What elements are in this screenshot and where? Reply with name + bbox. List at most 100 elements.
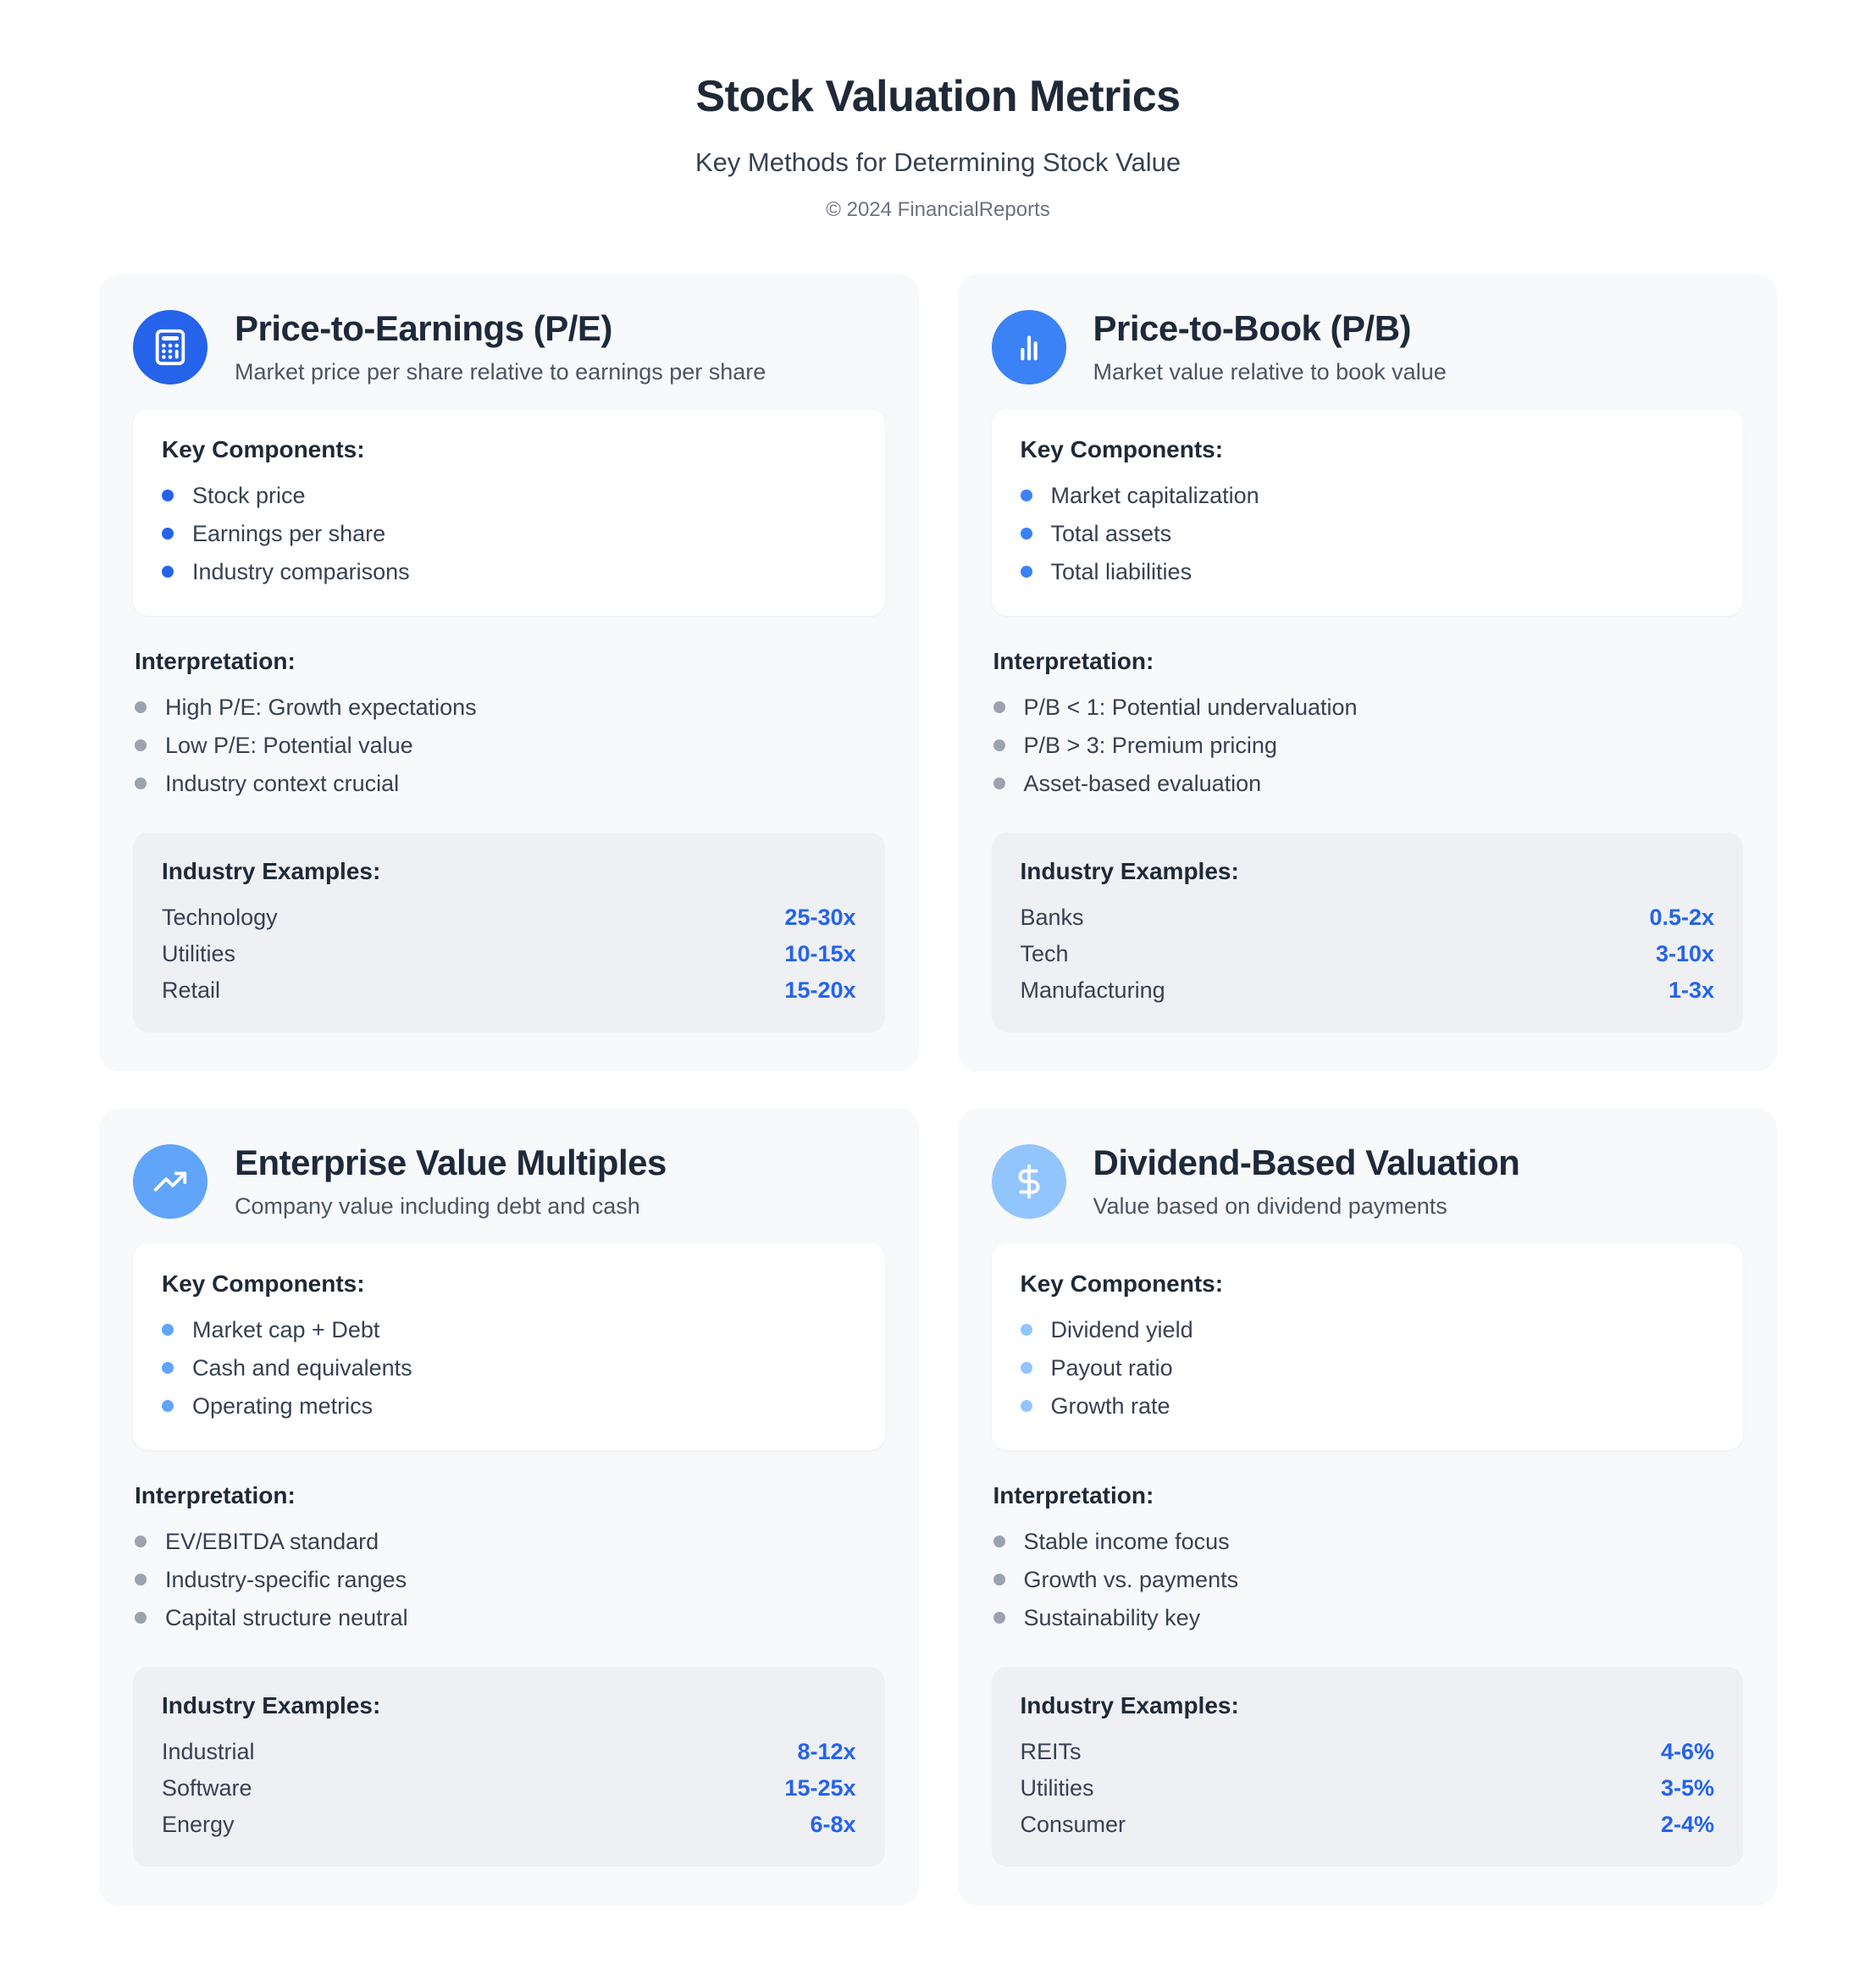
- example-value: 2-4%: [1660, 1812, 1714, 1837]
- bullet-icon: [162, 528, 174, 540]
- interpretation-section: Interpretation: EV/EBITDA standard Indus…: [135, 1482, 885, 1631]
- interpretation-section: Interpretation: High P/E: Growth expecta…: [135, 648, 885, 797]
- list-item-label: Sustainability key: [1023, 1605, 1201, 1630]
- list-item-label: Operating metrics: [192, 1393, 374, 1419]
- bullet-icon: [1020, 528, 1032, 540]
- card-header: Price-to-Book (P/B) Market value relativ…: [991, 308, 1744, 385]
- card-subtitle: Value based on dividend payments: [1093, 1193, 1447, 1219]
- list-item: Industry context crucial: [135, 770, 885, 797]
- key-components-list: Market capitalization Total assets Total…: [1020, 482, 1715, 585]
- interpretation-heading: Interpretation:: [135, 1482, 296, 1508]
- list-item: Total liabilities: [1020, 558, 1715, 585]
- list-item: Total assets: [1020, 520, 1715, 547]
- example-label: Energy: [162, 1812, 235, 1837]
- card-subtitle: Company value including debt and cash: [235, 1193, 640, 1219]
- list-item-label: Stock price: [192, 483, 306, 508]
- interpretation-list: EV/EBITDA standard Industry-specific ran…: [135, 1528, 885, 1631]
- bullet-icon: [162, 566, 174, 578]
- example-row: Tech 3-10x: [1021, 940, 1715, 967]
- example-label: Software: [162, 1775, 252, 1801]
- bullet-icon: [135, 701, 147, 713]
- list-item: Cash and equivalents: [162, 1354, 856, 1381]
- interpretation-heading: Interpretation:: [993, 648, 1154, 674]
- interpretation-heading: Interpretation:: [135, 648, 296, 674]
- example-label: Technology: [162, 905, 278, 930]
- card-title: Price-to-Book (P/B): [1093, 308, 1412, 348]
- list-item: P/B > 3: Premium pricing: [993, 732, 1744, 759]
- interpretation-heading: Interpretation:: [993, 1482, 1154, 1508]
- list-item: P/B < 1: Potential undervaluation: [993, 694, 1744, 721]
- list-item: Market cap + Debt: [162, 1316, 856, 1343]
- bullet-icon: [135, 739, 147, 751]
- bullet-icon: [135, 778, 147, 789]
- example-value: 3-10x: [1655, 941, 1714, 966]
- example-row: Utilities 3-5%: [1021, 1774, 1715, 1802]
- example-label: Tech: [1020, 941, 1069, 966]
- interpretation-section: Interpretation: Stable income focus Grow…: [993, 1482, 1744, 1631]
- list-item-label: Market capitalization: [1050, 483, 1259, 508]
- list-item-label: Stable income focus: [1023, 1529, 1230, 1554]
- industry-examples-box: Industry Examples: Industrial 8-12x Soft…: [133, 1667, 885, 1867]
- list-item-label: Asset-based evaluation: [1023, 771, 1262, 796]
- calculator-icon: [133, 309, 208, 385]
- dollar-icon: [991, 1143, 1066, 1219]
- list-item: Payout ratio: [1020, 1354, 1715, 1381]
- list-item: Stock price: [162, 482, 856, 509]
- list-item: Earnings per share: [162, 520, 856, 547]
- interpretation-section: Interpretation: P/B < 1: Potential under…: [993, 648, 1744, 797]
- example-row: Manufacturing 1-3x: [1021, 977, 1715, 1004]
- card-header: Dividend-Based Valuation Value based on …: [991, 1143, 1744, 1220]
- key-components-list: Market cap + Debt Cash and equivalents O…: [162, 1316, 856, 1420]
- card-dividend-valuation: Dividend-Based Valuation Value based on …: [957, 1109, 1777, 1906]
- industry-examples-heading: Industry Examples:: [1020, 858, 1239, 884]
- bar-chart-icon: [991, 309, 1066, 385]
- example-value: 1-3x: [1668, 977, 1714, 1003]
- example-label: Banks: [1020, 905, 1084, 930]
- list-item: Market capitalization: [1020, 482, 1715, 509]
- card-title-block: Enterprise Value Multiples Company value…: [235, 1143, 667, 1220]
- card-enterprise-value: Enterprise Value Multiples Company value…: [99, 1109, 919, 1906]
- bullet-icon: [993, 1574, 1005, 1586]
- bullet-icon: [1020, 1400, 1032, 1412]
- list-item: Operating metrics: [162, 1392, 856, 1420]
- example-label: Industrial: [162, 1739, 255, 1764]
- bullet-icon: [162, 1362, 174, 1374]
- list-item: Industry comparisons: [162, 558, 856, 585]
- card-title-block: Dividend-Based Valuation Value based on …: [1093, 1143, 1520, 1220]
- card-title: Enterprise Value Multiples: [235, 1143, 667, 1182]
- example-row: Software 15-25x: [162, 1774, 856, 1802]
- list-item-label: Growth rate: [1050, 1393, 1170, 1419]
- example-value: 10-15x: [784, 941, 856, 966]
- key-components-box: Key Components: Dividend yield Payout ra…: [991, 1243, 1743, 1450]
- header: Stock Valuation Metrics Key Methods for …: [99, 71, 1777, 222]
- example-row: Retail 15-20x: [162, 977, 856, 1004]
- example-label: Consumer: [1020, 1812, 1126, 1837]
- list-item: High P/E: Growth expectations: [135, 694, 885, 721]
- copyright: © 2024 FinancialReports: [826, 198, 1050, 221]
- example-row: Technology 25-30x: [162, 904, 856, 931]
- trending-up-icon: [133, 1143, 208, 1219]
- list-item-label: Earnings per share: [192, 521, 386, 546]
- example-label: Utilities: [1020, 1775, 1094, 1801]
- key-components-heading: Key Components:: [1020, 1270, 1224, 1297]
- industry-examples-box: Industry Examples: Banks 0.5-2x Tech 3-1…: [991, 833, 1743, 1032]
- bullet-icon: [993, 739, 1005, 751]
- example-value: 15-20x: [784, 977, 856, 1003]
- example-label: REITs: [1020, 1739, 1082, 1764]
- list-item: Growth rate: [1020, 1392, 1715, 1420]
- list-item-label: P/B < 1: Potential undervaluation: [1023, 695, 1358, 720]
- key-components-box: Key Components: Market capitalization To…: [991, 409, 1743, 616]
- list-item: Growth vs. payments: [993, 1566, 1744, 1593]
- card-title-block: Price-to-Book (P/B) Market value relativ…: [1093, 308, 1447, 385]
- key-components-heading: Key Components:: [1020, 436, 1224, 462]
- cards-grid: Price-to-Earnings (P/E) Market price per…: [99, 274, 1777, 1906]
- example-value: 4-6%: [1660, 1739, 1714, 1764]
- bullet-icon: [162, 490, 174, 501]
- bullet-icon: [993, 1536, 1005, 1547]
- list-item: Dividend yield: [1020, 1316, 1715, 1343]
- list-item-label: Industry context crucial: [165, 771, 400, 796]
- key-components-box: Key Components: Stock price Earnings per…: [133, 409, 885, 616]
- industry-examples-heading: Industry Examples:: [1020, 1692, 1239, 1719]
- list-item: Asset-based evaluation: [993, 770, 1744, 797]
